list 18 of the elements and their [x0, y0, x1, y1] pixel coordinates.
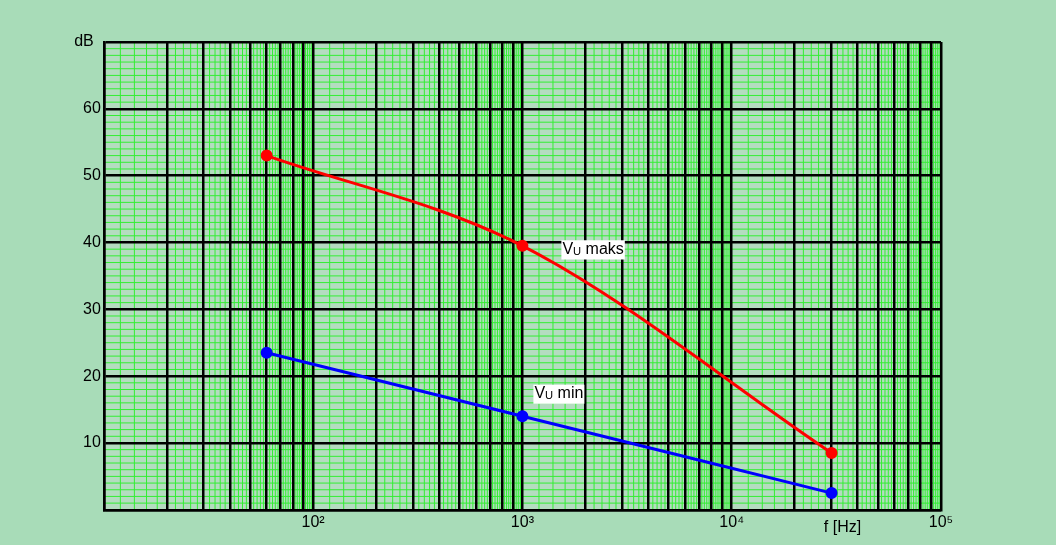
- x-tick-label: 10²: [301, 512, 326, 530]
- series-label: VU min: [534, 384, 584, 402]
- y-tick-label: 30: [83, 299, 101, 317]
- x-tick-label: 10³: [510, 512, 535, 530]
- y-tick-label: 20: [83, 366, 101, 384]
- point: [260, 346, 273, 359]
- series-label: VU maks: [562, 239, 624, 257]
- point: [825, 447, 838, 459]
- y-tick-label: 10: [83, 433, 101, 451]
- point: [260, 149, 273, 162]
- point: [825, 487, 838, 500]
- y-tick-label: 40: [83, 232, 101, 250]
- y-tick-label: 60: [83, 99, 101, 117]
- x-axis-title: f [Hz]: [823, 518, 862, 536]
- y-axis-title: dB: [74, 32, 94, 50]
- x-tick-label: 10⁴: [719, 512, 745, 530]
- x-tick-label: 10⁵: [928, 512, 954, 530]
- y-tick-label: 50: [83, 166, 101, 184]
